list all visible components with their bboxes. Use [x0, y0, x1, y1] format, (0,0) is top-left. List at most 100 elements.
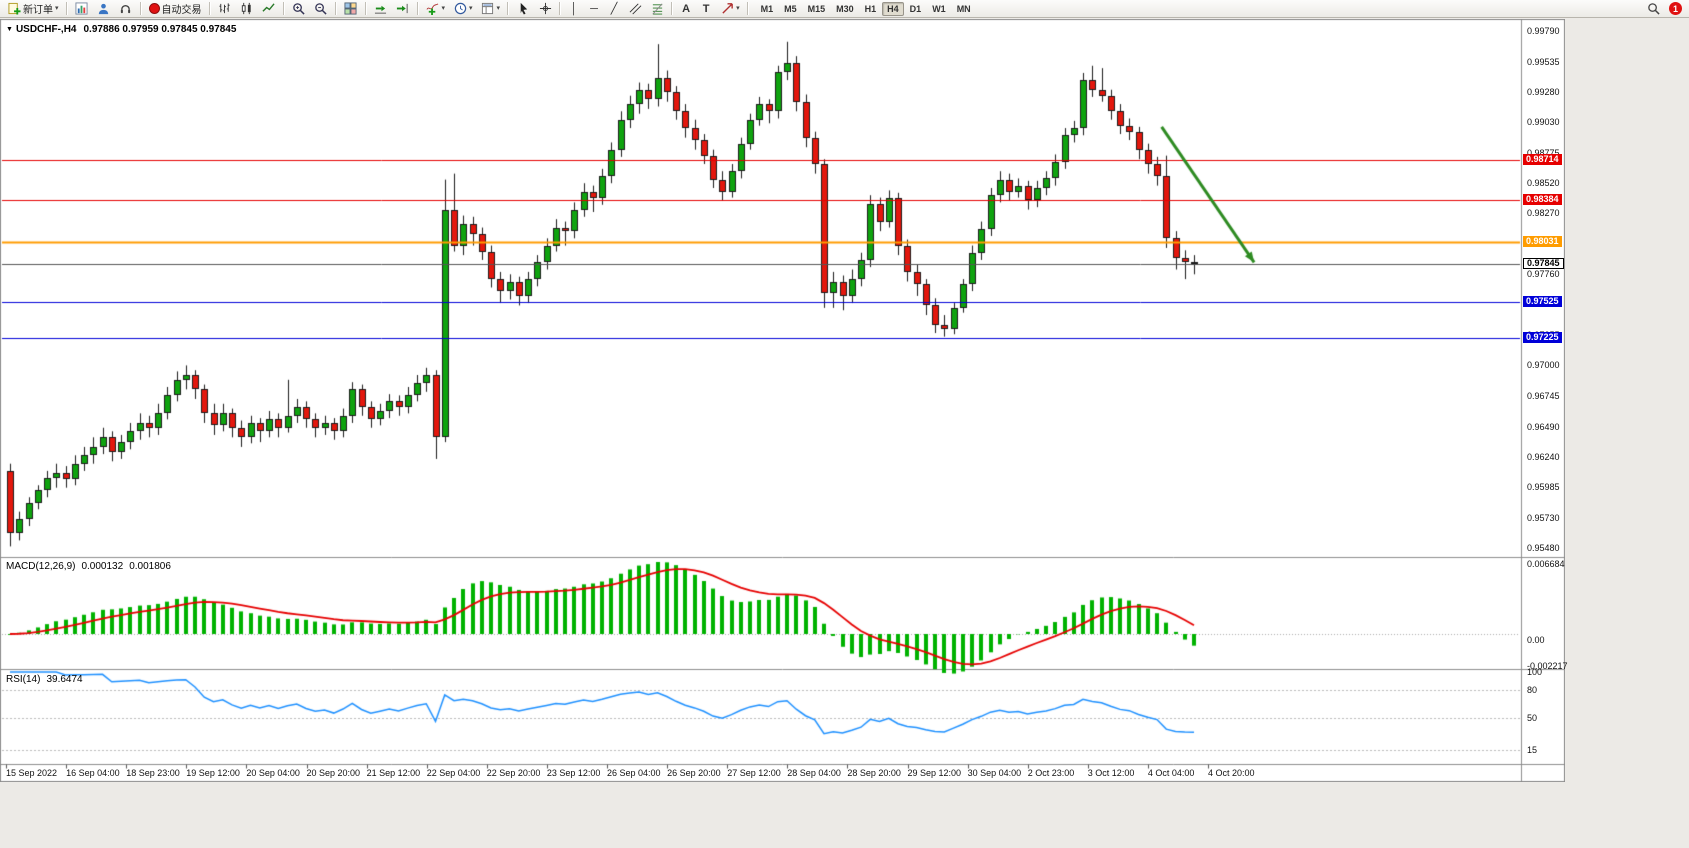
- autotrading-label: 自动交易: [161, 5, 202, 16]
- line-chart-icon: [262, 2, 276, 16]
- clock-icon: [453, 2, 467, 16]
- horizontal-line-icon: ─: [590, 2, 598, 15]
- timeframe-button-M1[interactable]: M1: [760, 3, 774, 14]
- notification-badge[interactable]: 1: [1669, 2, 1682, 15]
- text-tool-button[interactable]: A: [676, 0, 696, 18]
- time-axis-label: 30 Sep 04:00: [967, 768, 1022, 778]
- crosshair-tool-button[interactable]: [534, 0, 556, 18]
- timeframe-button-H1[interactable]: H1: [864, 3, 877, 14]
- time-axis-label: 19 Sep 12:00: [186, 768, 240, 778]
- timeframe-button-D1[interactable]: D1: [909, 3, 922, 14]
- autotrading-icon: [148, 3, 160, 14]
- chart-title: ▼ USDCHF-,H4 0.97886 0.97959 0.97845 0.978…: [6, 24, 236, 35]
- timeframe-button-M15[interactable]: M15: [807, 3, 826, 14]
- zoom-out-button[interactable]: [310, 0, 332, 18]
- macd-axis-label: 0.00: [1527, 635, 1545, 645]
- price-line-tag: 0.98714: [1523, 154, 1562, 165]
- time-axis-label: 15 Sep 2022: [6, 768, 58, 778]
- charts-button[interactable]: [71, 0, 93, 18]
- rsi-indicator-label: RSI(14) 39.6474: [6, 674, 83, 685]
- search-button[interactable]: [1642, 0, 1664, 18]
- profiles-button[interactable]: [93, 0, 115, 18]
- trendline-tool-button[interactable]: ╱: [604, 0, 624, 18]
- price-axis-label: 0.99030: [1527, 117, 1560, 127]
- sounds-button[interactable]: [115, 0, 137, 18]
- chart-ohlc-values: 0.97886 0.97959 0.97845 0.97845: [83, 24, 237, 35]
- bar-chart-icon: [75, 2, 89, 16]
- macd-main-value: 0.000132: [81, 561, 124, 572]
- toolbar-right-group: 1: [1642, 0, 1686, 18]
- rsi-axis-label: 50: [1527, 713, 1538, 723]
- macd-axis-label: 0.006684: [1527, 559, 1565, 569]
- text-icon: A: [682, 2, 691, 15]
- toolbar-separator: [559, 2, 562, 15]
- timeframe-button-MN[interactable]: MN: [956, 3, 971, 14]
- new-order-button[interactable]: 新订单 ▾: [3, 0, 63, 18]
- price-axis-label: 0.95985: [1527, 482, 1560, 492]
- price-chart-canvas[interactable]: [0, 19, 1565, 782]
- tile-windows-button[interactable]: [340, 0, 362, 18]
- template-icon: [481, 2, 495, 16]
- time-axis-label: 4 Oct 04:00: [1147, 768, 1195, 778]
- timeframe-button-H4[interactable]: H4: [882, 1, 904, 16]
- toolbar-separator: [334, 2, 337, 15]
- toolbar-separator: [671, 2, 674, 15]
- arrows-tool-button[interactable]: ▾: [716, 0, 744, 18]
- time-axis-label: 3 Oct 12:00: [1087, 768, 1135, 778]
- toolbar-separator: [364, 2, 367, 15]
- crosshair-icon: [538, 2, 552, 16]
- fibonacci-icon: [650, 2, 664, 16]
- autotrading-button[interactable]: 自动交易: [145, 0, 206, 18]
- chevron-down-icon: ▾: [496, 4, 501, 12]
- macd-indicator-label: MACD(12,26,9) 0.000132 0.001806: [6, 561, 171, 572]
- price-axis-label: 0.99535: [1527, 57, 1560, 67]
- time-axis-label: 18 Sep 23:00: [126, 768, 180, 778]
- timeframe-button-W1[interactable]: W1: [932, 3, 946, 14]
- periods-button[interactable]: ▾: [449, 0, 477, 18]
- toolbar-separator: [65, 2, 68, 15]
- chart-shift-icon: [396, 2, 410, 16]
- horizontal-line-tool-button[interactable]: ─: [584, 0, 604, 18]
- label-tool-button[interactable]: T: [696, 0, 716, 18]
- ohlc-bars-icon: [218, 2, 232, 16]
- price-axis-label: 0.96745: [1527, 391, 1560, 401]
- channel-tool-button[interactable]: [624, 0, 646, 18]
- cursor-tool-button[interactable]: [512, 0, 534, 18]
- time-axis-label: 27 Sep 12:00: [727, 768, 781, 778]
- new-order-icon: [7, 2, 21, 16]
- time-axis-label: 28 Sep 20:00: [847, 768, 901, 778]
- timeframe-button-M5[interactable]: M5: [784, 3, 797, 14]
- time-axis-label: 22 Sep 04:00: [426, 768, 481, 778]
- indicators-button[interactable]: ▾: [422, 0, 450, 18]
- candlestick-icon: [240, 2, 254, 16]
- toolbar-separator: [416, 2, 419, 15]
- bar-chart-mode-button[interactable]: [214, 0, 236, 18]
- time-axis-label: 20 Sep 04:00: [246, 768, 300, 778]
- macd-name: MACD(12,26,9): [6, 561, 76, 572]
- macd-signal-value: 0.001806: [129, 561, 171, 572]
- time-axis-label: 22 Sep 20:00: [486, 768, 541, 778]
- time-axis-label: 23 Sep 12:00: [546, 768, 601, 778]
- auto-scroll-button[interactable]: [370, 0, 392, 18]
- candlestick-mode-button[interactable]: [236, 0, 258, 18]
- templates-button[interactable]: ▾: [477, 0, 505, 18]
- time-axis-label: 20 Sep 20:00: [306, 768, 361, 778]
- fibonacci-tool-button[interactable]: [646, 0, 668, 18]
- price-line-tag: 0.98384: [1523, 194, 1562, 205]
- time-axis-label: 16 Sep 04:00: [66, 768, 120, 778]
- line-chart-mode-button[interactable]: [258, 0, 280, 18]
- timeframe-button-M30[interactable]: M30: [836, 3, 854, 14]
- chart-menu-icon[interactable]: ▼: [6, 26, 13, 33]
- zoom-in-button[interactable]: [288, 0, 310, 18]
- chart-shift-button[interactable]: [392, 0, 414, 18]
- price-axis-label: 0.98270: [1527, 208, 1560, 218]
- macd-axis-label: -0.002217: [1527, 661, 1568, 671]
- price-axis-label: 0.99790: [1527, 26, 1560, 36]
- price-axis-label: 0.95730: [1527, 513, 1560, 523]
- toolbar-separator: [507, 2, 510, 15]
- vertical-line-tool-button[interactable]: │: [564, 0, 584, 18]
- time-axis-label: 2 Oct 23:00: [1027, 768, 1075, 778]
- indicators-icon: [426, 2, 440, 16]
- arrow-object-icon: [720, 2, 734, 16]
- rsi-axis-label: 15: [1527, 745, 1538, 755]
